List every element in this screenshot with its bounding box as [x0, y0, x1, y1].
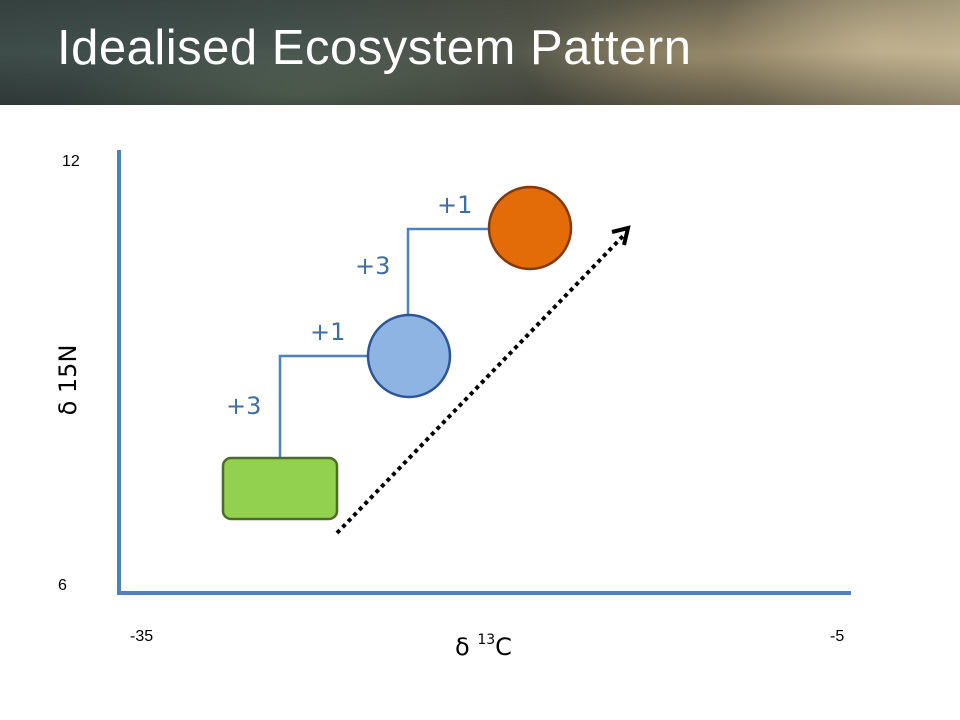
trend-arrow-line [335, 233, 626, 535]
x-min-label: -35 [130, 628, 154, 645]
x-axis-title: δ 13C [455, 632, 512, 661]
producer-box [221, 456, 339, 521]
banner-shade [0, 0, 960, 105]
x-axis-title-superscript: 13 [477, 632, 496, 648]
step-label-primary-horizontal: +1 [437, 191, 473, 219]
step-label-primary-vertical: +3 [355, 252, 391, 280]
step-label-producer-horizontal: +1 [310, 318, 346, 346]
x-axis-title-prefix: δ [455, 633, 478, 661]
primary-consumer-circle [366, 313, 452, 399]
trend-arrow-head [611, 225, 631, 246]
connector-producer-to-primary [278, 354, 368, 458]
y-min-label: 6 [58, 577, 67, 594]
secondary-consumer-circle [487, 185, 573, 271]
step-label-producer-vertical: +3 [226, 392, 262, 420]
y-axis-title: δ 15N [54, 344, 82, 416]
title-banner: Idealised Ecosystem Pattern [0, 0, 960, 105]
slide-title: Idealised Ecosystem Pattern [57, 21, 692, 75]
y-max-label: 12 [62, 153, 80, 170]
connector-primary-to-secondary [406, 227, 490, 316]
x-axis-title-suffix: C [495, 633, 512, 661]
x-max-label: -5 [830, 628, 845, 645]
